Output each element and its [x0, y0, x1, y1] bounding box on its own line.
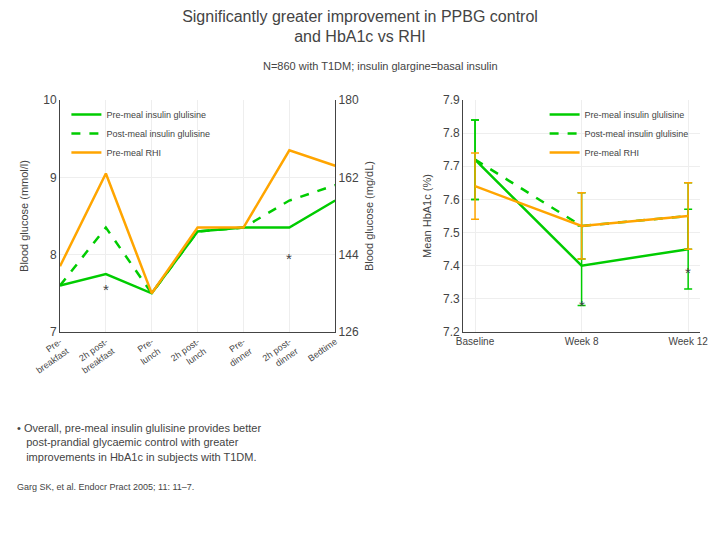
svg-text:Mean HbA1c (%): Mean HbA1c (%)	[421, 174, 433, 258]
svg-text:*: *	[685, 264, 691, 281]
svg-text:*: *	[579, 297, 585, 314]
svg-text:10: 10	[43, 93, 57, 107]
svg-text:8: 8	[50, 248, 57, 262]
svg-text:7.9: 7.9	[443, 93, 460, 107]
svg-text:7: 7	[50, 325, 57, 339]
svg-text:Pre-dinner: Pre-dinner	[221, 336, 254, 368]
svg-text:126: 126	[339, 325, 359, 339]
svg-text:Week 8: Week 8	[565, 336, 599, 347]
svg-text:Pre-lunch: Pre-lunch	[132, 336, 162, 366]
svg-text:7.6: 7.6	[443, 193, 460, 207]
svg-text:7.8: 7.8	[443, 126, 460, 140]
svg-text:Pre-meal insulin glulisine: Pre-meal insulin glulisine	[585, 110, 685, 120]
svg-text:Pre-meal insulin glulisine: Pre-meal insulin glulisine	[106, 110, 206, 120]
svg-text:Blood glucose (mmol/l): Blood glucose (mmol/l)	[18, 160, 30, 272]
svg-text:Pre-breakfast: Pre-breakfast	[28, 336, 71, 375]
svg-text:• Overall, pre-meal insulin gl: • Overall, pre-meal insulin glulisine pr…	[17, 422, 261, 463]
svg-text:Pre-meal RHI: Pre-meal RHI	[585, 148, 640, 158]
svg-text:7.4: 7.4	[443, 259, 460, 273]
svg-text:Post-meal insulin glulisine: Post-meal insulin glulisine	[106, 129, 210, 139]
svg-text:Bedtime: Bedtime	[306, 336, 339, 363]
svg-text:7.2: 7.2	[443, 325, 460, 339]
svg-text:Post-meal insulin glulisine: Post-meal insulin glulisine	[585, 129, 689, 139]
svg-text:Blood glucose (mg/dL): Blood glucose (mg/dL)	[363, 161, 375, 271]
svg-text:2h post-dinner: 2h post-dinner	[261, 336, 300, 372]
svg-text:9: 9	[50, 171, 57, 185]
svg-text:162: 162	[339, 171, 359, 185]
svg-text:Significantly greater improvem: Significantly greater improvement in PPB…	[182, 8, 538, 46]
svg-text:2h post-breakfast: 2h post-breakfast	[74, 336, 117, 375]
svg-text:Week 12: Week 12	[669, 336, 709, 347]
svg-text:7.3: 7.3	[443, 292, 460, 306]
svg-text:7.5: 7.5	[443, 226, 460, 240]
svg-text:Pre-meal RHI: Pre-meal RHI	[106, 148, 161, 158]
svg-text:*: *	[286, 250, 292, 267]
svg-text:180: 180	[339, 93, 359, 107]
svg-text:*: *	[103, 281, 109, 298]
svg-text:Garg SK, et al. Endocr Pract 2: Garg SK, et al. Endocr Pract 2005; 11: 1…	[17, 482, 194, 492]
svg-text:N=860 with T1DM; insulin glarg: N=860 with T1DM; insulin glargine=basal …	[263, 60, 498, 72]
svg-text:Baseline: Baseline	[456, 336, 495, 347]
svg-text:2h post-lunch: 2h post-lunch	[169, 336, 208, 372]
svg-text:144: 144	[339, 248, 359, 262]
svg-text:7.7: 7.7	[443, 159, 460, 173]
